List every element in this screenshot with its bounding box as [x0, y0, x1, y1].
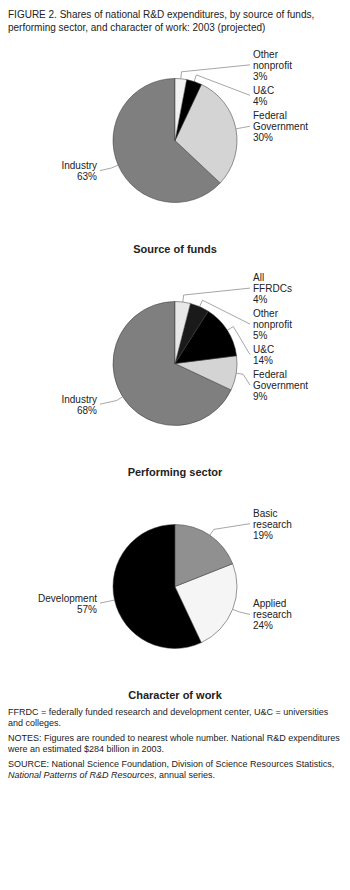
svg-text:Industry63%: Industry63%	[61, 160, 97, 182]
svg-text:Othernonprofit5%: Othernonprofit5%	[253, 308, 292, 341]
html-text:Character of work: Character of work	[128, 689, 222, 701]
svg-text:AllFFRDCs4%: AllFFRDCs4%	[253, 272, 292, 305]
svg-text:U&C4%: U&C4%	[253, 84, 274, 106]
html-text:SOURCE: National Science Found: SOURCE: National Science Foundation, Div…	[8, 759, 335, 769]
html-text:National Patterns of R&D Resou: National Patterns of R&D Resources, annu…	[8, 770, 216, 780]
svg-text:Development57%: Development57%	[38, 592, 97, 614]
svg-text:Industry68%: Industry68%	[61, 393, 97, 415]
html-text:NOTES: Figures are rounded to: NOTES: Figures are rounded to nearest wh…	[8, 733, 340, 754]
html-text:FIGURE 2. Shares of national R: FIGURE 2. Shares of national R&D expendi…	[8, 9, 315, 33]
svg-text:FederalGovernment9%: FederalGovernment9%	[253, 369, 308, 402]
svg-text:Othernonprofit3%: Othernonprofit3%	[253, 48, 292, 81]
svg-text:Basicresearch19%: Basicresearch19%	[253, 507, 292, 540]
svg-text:FederalGovernment30%: FederalGovernment30%	[253, 110, 308, 143]
svg-text:Appliedresearch24%: Appliedresearch24%	[253, 598, 292, 631]
html-text:FFRDC = federally funded resea: FFRDC = federally funded research and de…	[8, 707, 329, 728]
html-text:Performing sector: Performing sector	[127, 466, 223, 478]
svg-text:U&C14%: U&C14%	[253, 344, 274, 366]
html-text:Source of funds: Source of funds	[133, 243, 217, 255]
